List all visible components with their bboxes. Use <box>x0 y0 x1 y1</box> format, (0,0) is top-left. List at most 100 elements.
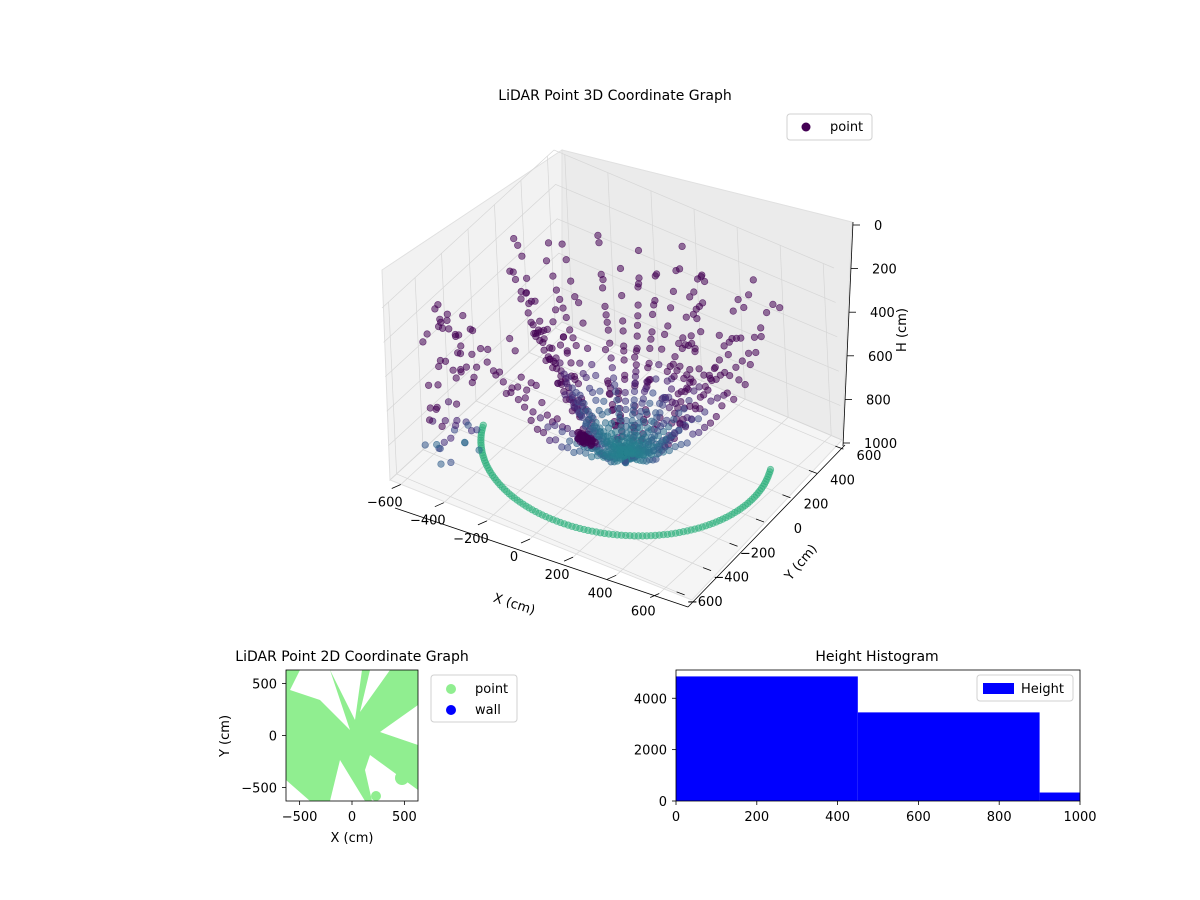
point-marker <box>559 333 568 341</box>
point-marker <box>596 424 604 432</box>
point-marker <box>477 345 485 353</box>
point-marker <box>690 288 698 296</box>
point-marker <box>514 383 522 391</box>
point-marker <box>596 387 604 395</box>
point-marker <box>621 371 629 379</box>
y-tick-3d <box>676 591 685 596</box>
point-marker <box>670 372 678 381</box>
point-marker <box>741 381 749 389</box>
y-tick-label-3d: 600 <box>857 449 882 464</box>
point-marker <box>572 342 580 350</box>
point-marker <box>552 354 560 362</box>
grid-line <box>449 424 730 544</box>
point-marker <box>683 439 691 447</box>
point-marker <box>585 384 594 392</box>
hist-x-tick-label: 200 <box>744 810 769 825</box>
point-marker <box>632 361 640 369</box>
z-tick-label-3d: 400 <box>870 306 895 321</box>
point-marker <box>607 354 615 362</box>
point-marker <box>551 306 560 314</box>
point-marker <box>621 389 629 397</box>
point-marker <box>499 378 507 386</box>
point-marker <box>613 396 621 404</box>
point-marker <box>701 383 709 391</box>
point-marker <box>551 436 560 444</box>
hist-bars <box>676 676 1080 801</box>
point-marker <box>677 440 685 449</box>
point-marker <box>540 335 548 343</box>
point-marker <box>643 378 651 386</box>
point-marker <box>567 359 575 367</box>
point-marker <box>686 366 694 374</box>
point-marker <box>554 379 562 387</box>
point-marker <box>676 419 684 427</box>
point-marker <box>455 331 463 339</box>
hist-y-tick-label: 4000 <box>634 692 667 707</box>
point-marker <box>523 386 531 394</box>
point-marker <box>664 322 672 330</box>
point-marker <box>595 239 603 247</box>
grid-line <box>381 149 835 309</box>
point-marker <box>633 332 641 340</box>
point-marker <box>433 403 441 411</box>
point-marker <box>697 273 705 281</box>
legend-2d-label-point: point <box>475 682 508 697</box>
point-marker <box>746 361 754 369</box>
grid-line <box>422 449 704 568</box>
hist-x-tick-label: 800 <box>987 810 1012 825</box>
point-marker <box>529 408 537 416</box>
grid-line <box>822 263 832 436</box>
grid-line <box>607 172 617 345</box>
point-marker <box>576 438 584 446</box>
point-marker <box>634 246 643 255</box>
legend-3d: point <box>786 113 873 141</box>
hist-y-tick-label: 0 <box>659 795 667 810</box>
grid-line <box>693 208 703 382</box>
point-marker <box>546 436 554 445</box>
point-marker <box>671 430 679 438</box>
x-tick-label-3d: 200 <box>545 568 570 583</box>
point-marker <box>724 351 732 359</box>
hist-x-tick-label: 0 <box>672 810 680 825</box>
point-marker <box>612 388 620 396</box>
point-marker <box>697 328 705 336</box>
point-blob <box>395 771 409 785</box>
legend-2d: point wall <box>430 674 518 723</box>
grid-line <box>494 204 503 377</box>
point-marker <box>580 399 588 408</box>
x-tick-3d <box>434 502 445 508</box>
point-marker <box>434 301 442 309</box>
point-marker <box>588 412 596 421</box>
point-marker <box>435 362 443 371</box>
point-marker <box>740 303 748 312</box>
point-marker <box>658 345 666 353</box>
point-marker <box>634 312 642 320</box>
point-marker <box>663 416 671 424</box>
point-cloud-3d <box>419 231 784 540</box>
point-marker <box>444 398 453 406</box>
point-marker <box>506 267 514 275</box>
point-marker <box>603 318 611 326</box>
point-marker <box>655 445 663 454</box>
point-marker <box>665 447 673 455</box>
point-marker <box>637 407 645 415</box>
point-marker <box>646 344 654 353</box>
point-marker <box>522 274 531 282</box>
point-marker <box>597 270 605 279</box>
point-marker <box>459 312 467 320</box>
point-marker <box>598 284 607 292</box>
point-marker <box>723 389 731 397</box>
point-marker <box>492 371 500 379</box>
x-tick-label-3d: 400 <box>588 586 613 601</box>
point-marker <box>700 277 709 286</box>
hist-y-tick-label: 2000 <box>634 744 667 759</box>
point-marker <box>592 418 600 427</box>
gap-top-left <box>290 670 350 730</box>
point-marker <box>630 396 638 404</box>
point-marker <box>738 357 746 365</box>
point-marker <box>511 347 519 355</box>
point-marker <box>682 313 690 321</box>
point-marker <box>757 333 765 341</box>
point-marker <box>671 353 679 361</box>
point-marker <box>549 318 557 326</box>
